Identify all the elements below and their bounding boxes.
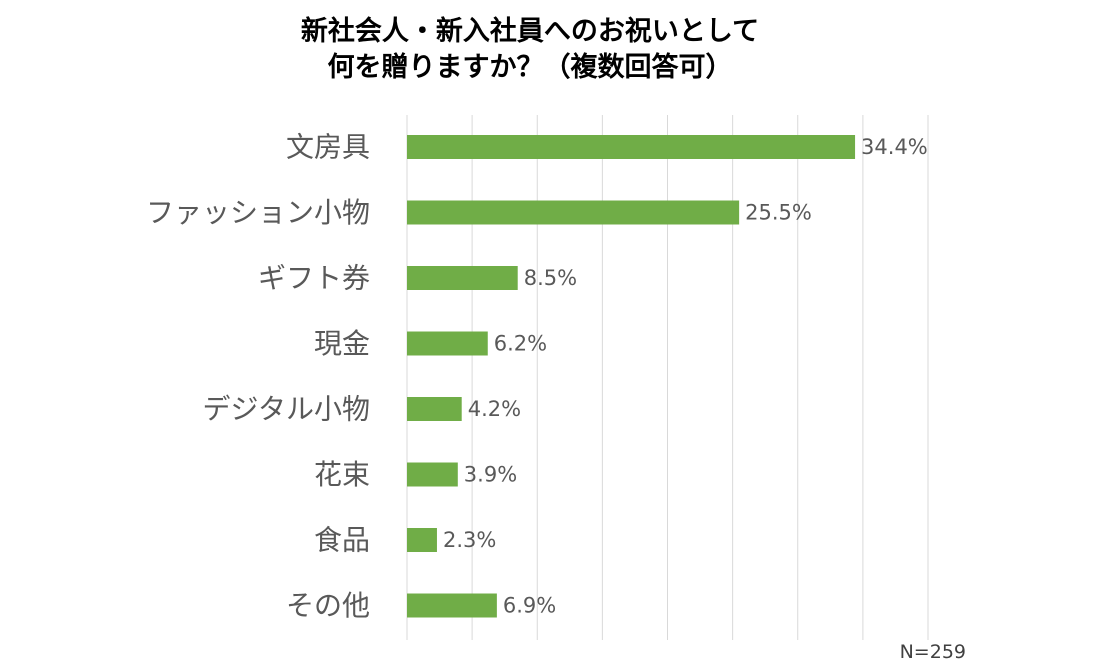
category-label: 花束 <box>314 458 370 491</box>
category-label: デジタル小物 <box>203 393 370 426</box>
value-label: 34.4% <box>861 135 928 159</box>
bar <box>407 593 497 618</box>
gridlines <box>406 115 929 640</box>
chart-title: 新社会人・新入社員へのお祝いとして 何を贈りますか？（複数回答可） <box>0 14 1060 86</box>
value-label: 25.5% <box>745 201 812 225</box>
chart-title-line-2: 何を贈りますか？（複数回答可） <box>327 52 733 83</box>
bar <box>407 462 458 487</box>
category-label: その他 <box>286 589 370 622</box>
bar <box>407 200 740 225</box>
value-labels: 34.4% 25.5% 8.5% 6.2% 4.2% 3.9% 2.3% 6.9% <box>443 135 928 618</box>
value-label: 4.2% <box>468 397 521 421</box>
value-label: 6.2% <box>494 332 547 356</box>
category-label: 文房具 <box>286 131 370 164</box>
bar <box>407 528 437 552</box>
category-label: 現金 <box>314 327 370 360</box>
category-label: ギフト券 <box>258 262 370 295</box>
category-label: ファッション小物 <box>146 196 370 229</box>
sample-size-note: N=259 <box>900 641 966 663</box>
bar <box>407 135 856 159</box>
category-label: 食品 <box>314 524 370 557</box>
bar <box>407 266 518 290</box>
value-label: 6.9% <box>503 594 556 618</box>
bar <box>407 331 488 356</box>
bars <box>407 135 856 618</box>
value-label: 8.5% <box>524 266 577 290</box>
value-label: 3.9% <box>464 463 517 487</box>
chart-title-line-1: 新社会人・新入社員へのお祝いとして <box>300 16 760 47</box>
value-label: 2.3% <box>443 528 496 552</box>
bar <box>407 397 462 421</box>
